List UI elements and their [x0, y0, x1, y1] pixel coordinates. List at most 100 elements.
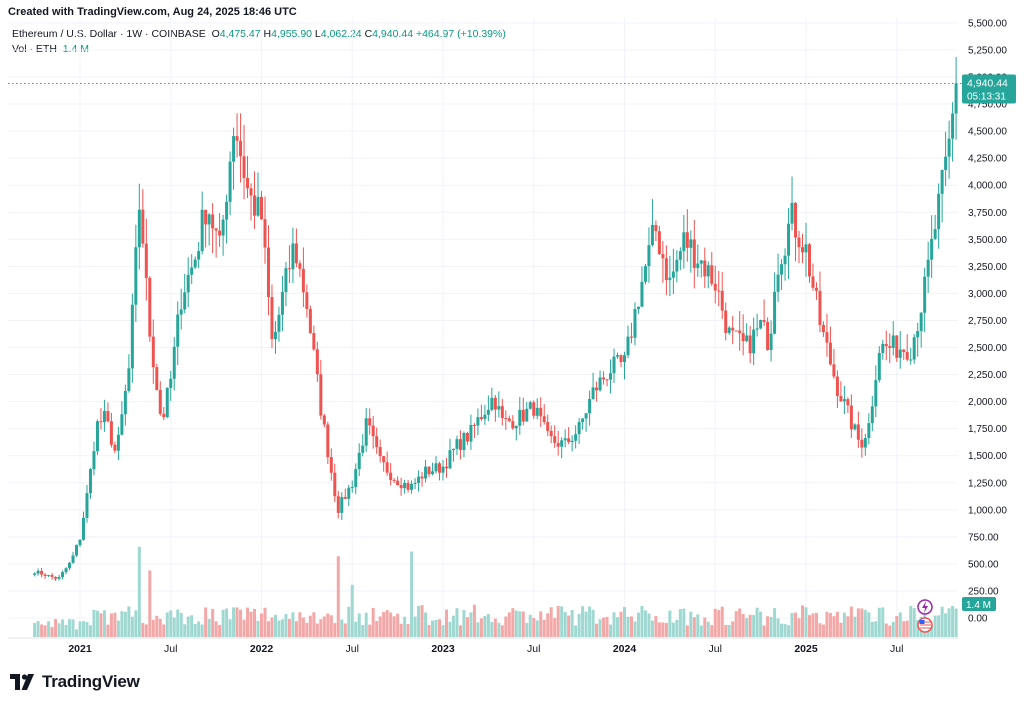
candle: [591, 372, 595, 400]
volume-bar: [682, 608, 686, 637]
volume-bar: [214, 621, 218, 637]
candle: [36, 568, 40, 576]
candle: [588, 390, 592, 426]
candle: [410, 480, 414, 494]
candle-body: [291, 243, 295, 270]
candle-body: [947, 138, 951, 157]
volume-bar: [253, 608, 257, 637]
volume-bar: [134, 610, 138, 637]
candle-body: [246, 177, 250, 189]
volume-bar: [130, 616, 134, 637]
candle: [703, 247, 707, 289]
volume-bar: [835, 611, 839, 637]
volume-bar: [574, 625, 578, 637]
candle-body: [521, 409, 525, 422]
candle: [877, 346, 881, 383]
candle: [598, 370, 602, 392]
candle: [239, 113, 243, 183]
tradingview-logo[interactable]: TradingView: [10, 672, 140, 692]
candle-body: [277, 314, 281, 332]
candle: [375, 427, 379, 454]
candle: [539, 397, 543, 427]
candle: [951, 102, 955, 162]
candle: [762, 299, 766, 327]
candle-body: [598, 377, 602, 391]
volume-bar: [347, 606, 351, 637]
candle: [856, 411, 860, 449]
volume-legend-label[interactable]: Vol · ETH: [12, 43, 57, 55]
volume-bar: [539, 611, 543, 637]
volume-bar: [455, 608, 459, 637]
candle: [382, 455, 386, 472]
volume-bar: [68, 619, 72, 637]
candle: [874, 365, 878, 418]
candle: [626, 325, 630, 359]
volume-bar: [563, 612, 567, 637]
volume-bar: [392, 616, 396, 637]
candle-body: [382, 456, 386, 463]
candle: [172, 337, 176, 391]
candle-body: [891, 335, 895, 348]
candle: [193, 256, 197, 270]
volume-bar: [696, 614, 700, 637]
candle: [95, 419, 99, 456]
volume-bar: [780, 623, 784, 637]
candle-body: [375, 436, 379, 448]
candle: [162, 406, 166, 421]
volume-bar: [158, 618, 162, 637]
volume-bar: [444, 609, 448, 637]
volume-bar: [867, 612, 871, 637]
volume-bar: [553, 618, 557, 637]
candle-body: [75, 545, 79, 556]
low-label: L: [314, 28, 321, 40]
volume-bar: [797, 618, 801, 637]
volume-bar: [472, 604, 476, 637]
time-tick-label: Jul: [346, 643, 359, 655]
volume-bar: [518, 611, 522, 637]
volume-bar: [249, 611, 253, 637]
candle: [364, 407, 368, 452]
volume-bar: [713, 608, 717, 637]
volume-bar: [190, 615, 194, 637]
candle: [455, 435, 459, 456]
candle-body: [549, 430, 553, 437]
candle: [40, 567, 44, 578]
candle: [211, 203, 215, 254]
candle-body: [343, 497, 347, 499]
volume-bar: [954, 608, 958, 637]
candle: [294, 228, 298, 268]
candle: [828, 326, 832, 366]
volume-bar: [232, 607, 236, 637]
candle-body: [825, 332, 829, 343]
candle-body: [706, 265, 710, 277]
candle: [853, 423, 857, 431]
volume-bar: [127, 606, 131, 637]
symbol-label[interactable]: Ethereum / U.S. Dollar · 1W · COINBASE: [12, 28, 206, 40]
candle-body: [629, 336, 633, 338]
candle: [657, 225, 661, 255]
candle: [148, 276, 152, 342]
time-tick-label: 2021: [68, 643, 92, 655]
candle: [109, 412, 113, 448]
volume-bar: [448, 621, 452, 637]
volume-bar: [43, 625, 47, 637]
volume-bar: [717, 610, 721, 637]
price-tick-label: 2,000.00: [968, 397, 1007, 408]
time-tick-label: Jul: [164, 643, 177, 655]
volume-bar: [438, 619, 442, 637]
candle: [263, 196, 267, 264]
candle: [92, 441, 96, 476]
candle-body: [602, 377, 606, 380]
candle: [465, 431, 469, 446]
candle: [689, 230, 693, 273]
volume-bar: [773, 608, 777, 637]
volume-bar: [137, 546, 141, 637]
candle: [235, 113, 239, 158]
candle: [745, 323, 749, 343]
volume-bar: [256, 620, 260, 637]
volume-bar: [532, 618, 536, 637]
volume-bar: [109, 613, 113, 637]
volume-bar: [647, 613, 651, 637]
candle: [106, 402, 110, 423]
